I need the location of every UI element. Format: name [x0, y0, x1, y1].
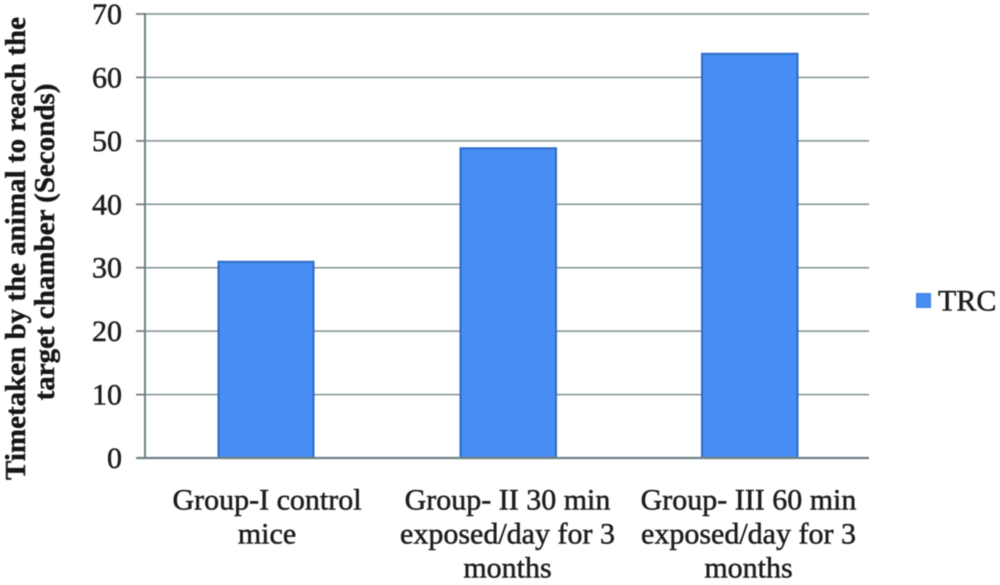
svg-text:70: 70 [92, 0, 122, 31]
svg-text:50: 50 [92, 125, 122, 158]
svg-text:Group- II 30 min: Group- II 30 min [405, 484, 611, 517]
svg-text:0: 0 [107, 442, 122, 475]
svg-text:20: 20 [92, 315, 122, 348]
svg-text:60: 60 [92, 61, 122, 94]
svg-text:Timetaken by the animal to rea: Timetaken by the animal to reach the [0, 17, 32, 480]
svg-text:months: months [704, 552, 792, 585]
svg-text:40: 40 [92, 188, 122, 221]
svg-text:target chamber (Seconds): target chamber (Seconds) [29, 84, 61, 401]
svg-text:Group-I control: Group-I control [172, 484, 361, 517]
svg-text:mice: mice [238, 518, 296, 551]
svg-text:exposed/day for 3: exposed/day for 3 [641, 518, 856, 551]
svg-text:months: months [463, 552, 551, 585]
svg-text:exposed/day for 3: exposed/day for 3 [400, 518, 615, 551]
svg-text:10: 10 [92, 379, 122, 412]
svg-text:TRC: TRC [938, 285, 996, 318]
svg-text:Group- III 60 min: Group- III 60 min [641, 484, 857, 517]
svg-text:30: 30 [92, 252, 122, 285]
